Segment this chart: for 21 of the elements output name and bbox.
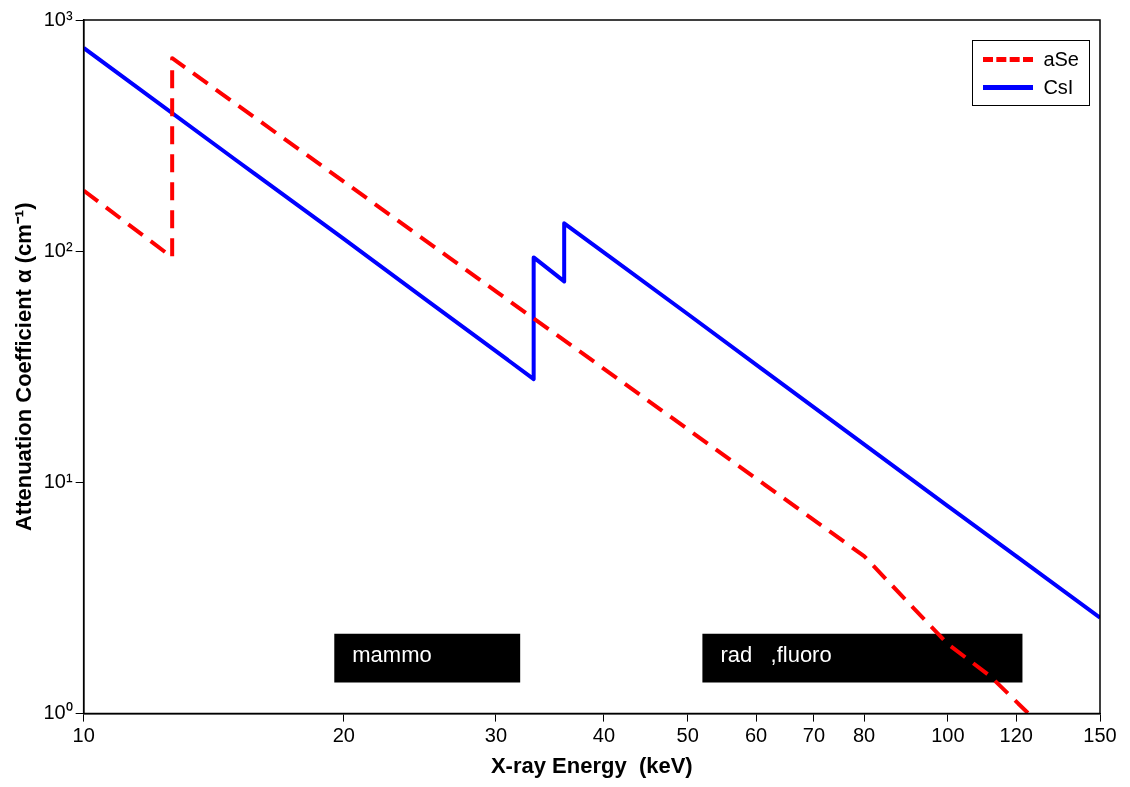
x-tick-label: 30: [484, 724, 508, 747]
x-tick-label: 150: [1083, 724, 1117, 747]
band-label: mammo: [352, 642, 432, 668]
x-tick-label: 40: [592, 724, 616, 747]
x-tick-label: 60: [744, 724, 768, 747]
x-axis-title: X-ray Energy (keV): [490, 752, 693, 778]
y-axis-title: Attenuation Coefficient α (cm⁻¹): [11, 202, 37, 532]
band-label: rad ,fluoro: [720, 642, 832, 668]
y-tick-label: 10³: [43, 7, 73, 30]
y-tick-label: 10¹: [43, 469, 73, 492]
x-tick-label: 50: [676, 724, 699, 747]
y-tick-label: 10²: [43, 238, 73, 261]
x-tick-label: 120: [999, 724, 1033, 747]
legend-label: CsI: [1043, 75, 1074, 99]
x-tick-label: 10: [72, 724, 95, 747]
x-tick-label: 80: [852, 724, 876, 747]
x-tick-label: 70: [802, 724, 826, 747]
x-tick-label: 100: [931, 724, 965, 747]
legend-label: aSe: [1043, 47, 1079, 71]
y-tick-label: 10⁰: [43, 701, 73, 724]
x-tick-label: 20: [332, 724, 355, 747]
